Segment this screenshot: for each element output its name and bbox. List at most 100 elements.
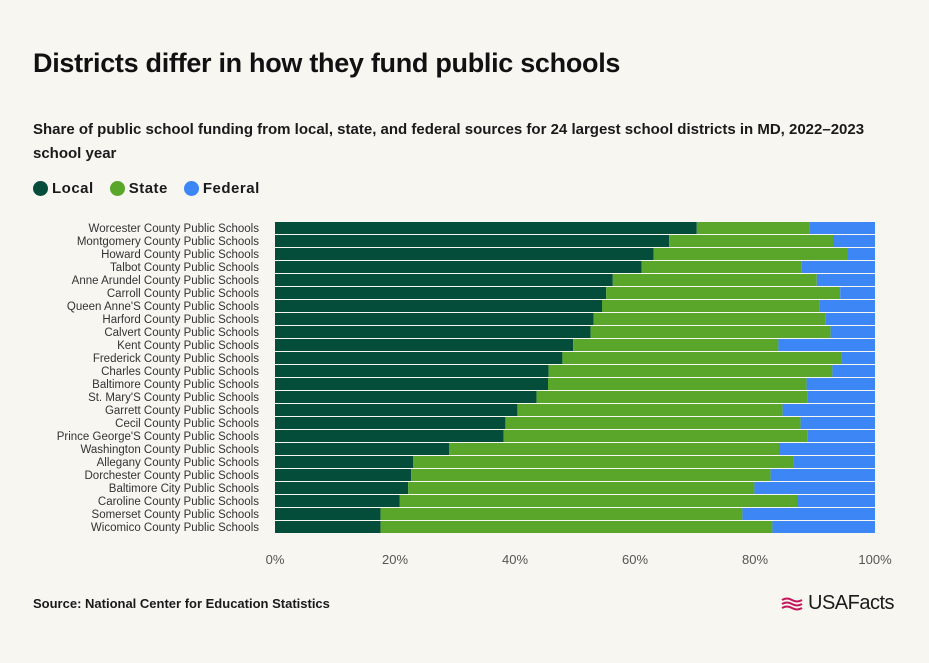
bar-row-allegany-county-public-schools: Allegany County Public Schools bbox=[97, 456, 875, 469]
bar-segment-state bbox=[653, 248, 848, 260]
bar-segment-local bbox=[275, 235, 670, 247]
bar-row-washington-county-public-schools: Washington County Public Schools bbox=[80, 443, 875, 456]
category-label: Frederick County Public Schools bbox=[93, 353, 259, 365]
x-tick-label: 60% bbox=[622, 552, 648, 567]
bar-segment-state bbox=[669, 235, 833, 247]
bar-segment-local bbox=[275, 430, 504, 442]
bar-segment-state bbox=[503, 430, 808, 442]
bar-segment-local bbox=[275, 456, 413, 468]
bar-row-carroll-county-public-schools: Carroll County Public Schools bbox=[107, 287, 875, 300]
bar-segment-state bbox=[413, 456, 794, 468]
category-label: Kent County Public Schools bbox=[117, 340, 259, 352]
stacked-bar-chart: Worcester County Public SchoolsMontgomer… bbox=[57, 222, 892, 567]
bar-segment-federal bbox=[807, 430, 875, 442]
bar-row-frederick-county-public-schools: Frederick County Public Schools bbox=[93, 352, 875, 365]
bar-segment-local bbox=[275, 391, 537, 403]
category-label: Somerset County Public Schools bbox=[92, 509, 260, 521]
bar-row-prince-george-s-county-public-schools: Prince George'S County Public Schools bbox=[57, 430, 875, 443]
bar-segment-federal bbox=[816, 274, 875, 286]
chart-title: Districts differ in how they fund public… bbox=[33, 48, 621, 78]
category-label: Charles County Public Schools bbox=[101, 366, 259, 378]
chart-subtitle: Share of public school funding from loca… bbox=[33, 121, 865, 162]
bar-row-wicomico-county-public-schools: Wicomico County Public Schools bbox=[91, 521, 875, 534]
bar-segment-federal bbox=[809, 222, 875, 234]
category-label: Worcester County Public Schools bbox=[89, 223, 260, 235]
bar-segment-state bbox=[573, 339, 779, 351]
category-label: Howard County Public Schools bbox=[101, 249, 259, 261]
category-label: Calvert County Public Schools bbox=[104, 327, 259, 339]
bar-segment-local bbox=[275, 378, 548, 390]
bar-segment-state bbox=[399, 495, 797, 507]
category-label: Baltimore County Public Schools bbox=[92, 379, 259, 391]
x-tick-label: 100% bbox=[858, 552, 892, 567]
bar-segment-state bbox=[380, 508, 743, 520]
bar-row-harford-county-public-schools: Harford County Public Schools bbox=[102, 313, 875, 326]
bar-segment-local bbox=[275, 248, 654, 260]
bar-segment-state bbox=[536, 391, 808, 403]
bar-segment-state bbox=[517, 404, 783, 416]
legend-item-state: State bbox=[109, 180, 168, 197]
legend-swatch-state bbox=[109, 181, 125, 196]
bar-segment-federal bbox=[832, 365, 875, 377]
legend-item-local: Local bbox=[33, 180, 94, 197]
bar-row-baltimore-county-public-schools: Baltimore County Public Schools bbox=[92, 378, 875, 391]
bar-segment-state bbox=[593, 313, 826, 325]
bar-segment-state bbox=[449, 443, 779, 455]
bar-row-anne-arundel-county-public-schools: Anne Arundel County Public Schools bbox=[72, 274, 875, 287]
bar-segment-local bbox=[275, 404, 518, 416]
category-label: Allegany County Public Schools bbox=[97, 457, 260, 469]
category-label: Carroll County Public Schools bbox=[107, 288, 259, 300]
bar-segment-local bbox=[275, 521, 381, 533]
bar-row-garrett-county-public-schools: Garrett County Public Schools bbox=[105, 404, 875, 417]
bar-segment-state bbox=[590, 326, 831, 338]
bar-segment-state bbox=[548, 378, 807, 390]
bar-segment-federal bbox=[807, 391, 875, 403]
bar-segment-local bbox=[275, 352, 563, 364]
bar-segment-federal bbox=[754, 482, 875, 494]
bar-segment-state bbox=[641, 261, 802, 273]
category-label: St. Mary'S County Public Schools bbox=[88, 392, 259, 404]
category-label: Wicomico County Public Schools bbox=[91, 522, 259, 534]
bar-row-dorchester-county-public-schools: Dorchester County Public Schools bbox=[85, 469, 875, 482]
bar-segment-federal bbox=[782, 404, 875, 416]
bar-segment-federal bbox=[848, 248, 875, 260]
bar-segment-state bbox=[606, 287, 841, 299]
category-label: Prince George'S County Public Schools bbox=[57, 431, 260, 443]
bar-segment-local bbox=[275, 222, 697, 234]
bar-segment-federal bbox=[772, 521, 875, 533]
category-label: Talbot County Public Schools bbox=[110, 262, 259, 274]
legend-label-federal: Federal bbox=[202, 180, 260, 197]
bar-segment-local bbox=[275, 300, 602, 312]
bar-segment-local bbox=[275, 274, 613, 286]
bar-segment-local bbox=[275, 287, 607, 299]
bar-segment-federal bbox=[742, 508, 875, 520]
usa-flag-icon bbox=[781, 597, 803, 610]
bar-segment-local bbox=[275, 326, 591, 338]
category-label: Garrett County Public Schools bbox=[105, 405, 259, 417]
bar-row-montgomery-county-public-schools: Montgomery County Public Schools bbox=[77, 235, 875, 248]
bar-segment-federal bbox=[779, 443, 875, 455]
bar-segment-state bbox=[696, 222, 810, 234]
bar-row-kent-county-public-schools: Kent County Public Schools bbox=[117, 339, 875, 352]
bar-segment-federal bbox=[841, 352, 875, 364]
x-tick-label: 20% bbox=[382, 552, 408, 567]
logo-text: USAFacts bbox=[808, 592, 895, 614]
bar-segment-local bbox=[275, 508, 381, 520]
bar-segment-federal bbox=[833, 235, 875, 247]
bar-row-calvert-county-public-schools: Calvert County Public Schools bbox=[104, 326, 875, 339]
legend-swatch-federal bbox=[183, 181, 199, 196]
legend-item-federal: Federal bbox=[183, 180, 260, 197]
bar-segment-local bbox=[275, 365, 549, 377]
bar-segment-state bbox=[408, 482, 755, 494]
bar-segment-federal bbox=[825, 313, 875, 325]
bar-segment-local bbox=[275, 443, 449, 455]
legend-label-local: Local bbox=[52, 180, 94, 197]
bar-segment-federal bbox=[830, 326, 875, 338]
bar-segment-federal bbox=[840, 287, 875, 299]
category-label: Washington County Public Schools bbox=[80, 444, 259, 456]
bar-segment-federal bbox=[770, 469, 875, 481]
legend-swatch-local bbox=[33, 181, 48, 196]
bar-segment-state bbox=[602, 300, 820, 312]
bar-segment-federal bbox=[793, 456, 875, 468]
